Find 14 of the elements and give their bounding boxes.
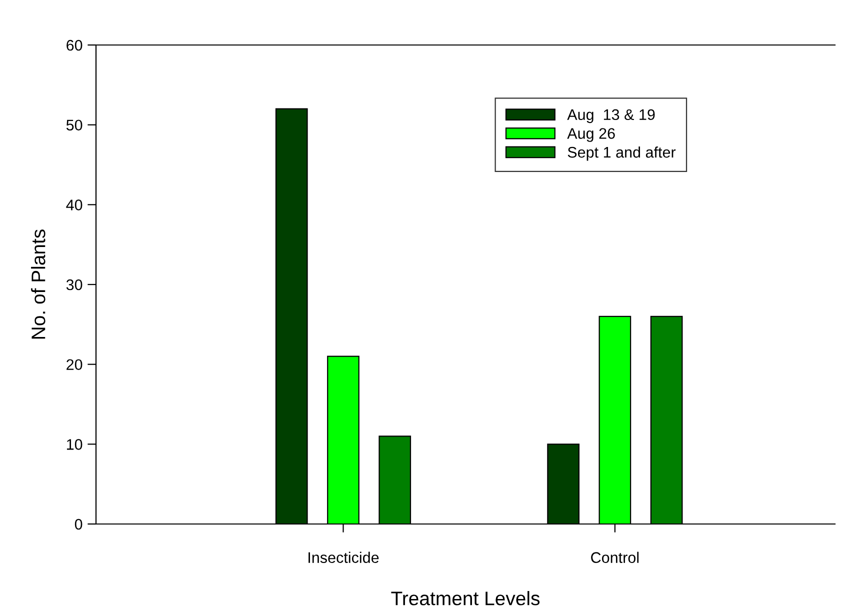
legend-label: Aug 26 (567, 128, 615, 142)
x-axis-title: Treatment Levels (391, 591, 540, 606)
y-tick-label: 30 (66, 279, 82, 290)
x-tick-label: Control (591, 552, 639, 563)
legend-label: Aug 13 & 19 (567, 109, 655, 124)
y-axis-title: No. of Plants (31, 230, 46, 339)
y-tick-label: 0 (74, 518, 82, 530)
y-tick-label: 50 (66, 120, 82, 131)
y-tick-label: 60 (66, 40, 82, 51)
legend-label: Sept 1 and after (568, 146, 676, 161)
y-tick-label: 20 (66, 359, 82, 370)
y-tick-label: 40 (66, 200, 82, 210)
y-tick-label: 10 (66, 439, 82, 450)
x-tick-label: Insecticide (308, 552, 379, 563)
